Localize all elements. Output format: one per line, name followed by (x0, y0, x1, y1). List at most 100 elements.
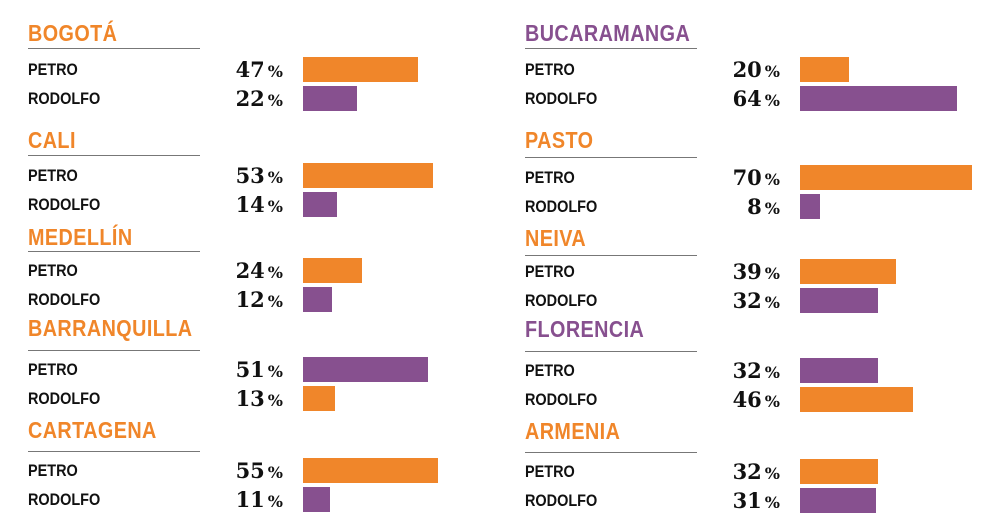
value-number: 46 (732, 387, 762, 412)
candidate-label: RODOLFO (525, 291, 598, 310)
candidate-label: RODOLFO (28, 195, 101, 214)
candidate-row: RODOLFO 31% (525, 488, 985, 514)
percent-sign: % (267, 263, 283, 282)
bar (303, 86, 357, 111)
candidate-label: RODOLFO (28, 490, 101, 509)
city-title: BARRANQUILLA (28, 315, 193, 341)
value-number: 20 (732, 57, 762, 82)
city-title: CALI (28, 127, 76, 153)
candidate-row: RODOLFO 8% (525, 194, 985, 220)
percent-sign: % (764, 91, 780, 110)
value-number: 11 (235, 487, 265, 512)
value-label: 70% (733, 165, 780, 190)
candidate-label: RODOLFO (525, 491, 598, 510)
city-title: FLORENCIA (525, 316, 645, 342)
value-number: 39 (732, 259, 762, 284)
city-section: BOGOTÁ PETRO 47% RODOLFO 22% (28, 20, 488, 120)
candidate-row: RODOLFO 32% (525, 288, 985, 314)
value-label: 12% (236, 287, 283, 312)
divider (525, 48, 697, 49)
value-label: 11% (236, 487, 283, 512)
value-number: 53 (235, 163, 265, 188)
candidate-label: PETRO (525, 60, 575, 79)
value-label: 32% (733, 288, 780, 313)
candidate-row: PETRO 39% (525, 259, 985, 285)
value-number: 8 (747, 194, 762, 219)
value-number: 32 (732, 358, 762, 383)
candidate-label: PETRO (28, 360, 78, 379)
candidate-row: RODOLFO 12% (28, 287, 488, 313)
bar (800, 288, 879, 313)
percent-sign: % (267, 292, 283, 311)
city-title: CARTAGENA (28, 417, 157, 443)
city-section: BUCARAMANGA PETRO 20% RODOLFO 64% (525, 20, 985, 120)
value-label: 32% (733, 459, 780, 484)
city-title: BOGOTÁ (28, 20, 118, 46)
percent-sign: % (267, 91, 283, 110)
percent-sign: % (764, 464, 780, 483)
bar (303, 57, 419, 82)
percent-sign: % (267, 391, 283, 410)
percent-sign: % (267, 197, 283, 216)
divider (28, 350, 200, 351)
percent-sign: % (764, 493, 780, 512)
city-section: ARMENIA PETRO 32% RODOLFO 31% (525, 418, 985, 518)
candidate-label: RODOLFO (525, 390, 598, 409)
value-label: 55% (236, 458, 283, 483)
value-label: 51% (236, 357, 283, 382)
percent-sign: % (267, 463, 283, 482)
value-label: 22% (236, 86, 283, 111)
value-number: 51 (235, 357, 265, 382)
percent-sign: % (764, 199, 780, 218)
city-section: PASTO PETRO 70% RODOLFO 8% (525, 127, 985, 227)
value-label: 14% (236, 192, 283, 217)
divider (28, 155, 200, 156)
candidate-row: PETRO 32% (525, 459, 985, 485)
bar (800, 459, 879, 484)
percent-sign: % (764, 170, 780, 189)
value-label: 24% (236, 258, 283, 283)
bar (303, 192, 338, 217)
candidate-row: PETRO 70% (525, 165, 985, 191)
city-section: CALI PETRO 53% RODOLFO 14% (28, 127, 488, 227)
value-number: 12 (235, 287, 265, 312)
bar (800, 165, 972, 190)
value-number: 32 (732, 459, 762, 484)
value-label: 46% (733, 387, 780, 412)
candidate-label: PETRO (525, 262, 575, 281)
value-number: 22 (235, 86, 265, 111)
city-section: FLORENCIA PETRO 32% RODOLFO 46% (525, 316, 985, 416)
candidate-row: PETRO 32% (525, 358, 985, 384)
candidate-row: PETRO 20% (525, 57, 985, 83)
city-section: BARRANQUILLA PETRO 51% RODOLFO 13% (28, 315, 488, 415)
divider (28, 251, 200, 252)
candidate-row: PETRO 55% (28, 458, 488, 484)
value-number: 31 (732, 488, 762, 513)
value-number: 70 (732, 165, 762, 190)
bar (800, 387, 913, 412)
city-section: CARTAGENA PETRO 55% RODOLFO 11% (28, 417, 488, 517)
value-number: 24 (235, 258, 265, 283)
bar (800, 259, 896, 284)
candidate-label: PETRO (28, 60, 78, 79)
city-section: NEIVA PETRO 39% RODOLFO 32% (525, 225, 985, 325)
value-label: 39% (733, 259, 780, 284)
value-number: 55 (235, 458, 265, 483)
candidate-row: PETRO 53% (28, 163, 488, 189)
value-label: 47% (236, 57, 283, 82)
city-title: MEDELLÍN (28, 224, 133, 250)
candidate-label: RODOLFO (525, 197, 598, 216)
bar (800, 86, 957, 111)
value-label: 13% (236, 386, 283, 411)
bar (303, 287, 333, 312)
percent-sign: % (764, 62, 780, 81)
percent-sign: % (267, 492, 283, 511)
candidate-row: RODOLFO 64% (525, 86, 985, 112)
candidate-row: PETRO 24% (28, 258, 488, 284)
candidate-label: RODOLFO (28, 89, 101, 108)
value-number: 64 (732, 86, 762, 111)
value-number: 14 (235, 192, 265, 217)
percent-sign: % (267, 168, 283, 187)
divider (525, 351, 697, 352)
city-title: BUCARAMANGA (525, 20, 691, 46)
